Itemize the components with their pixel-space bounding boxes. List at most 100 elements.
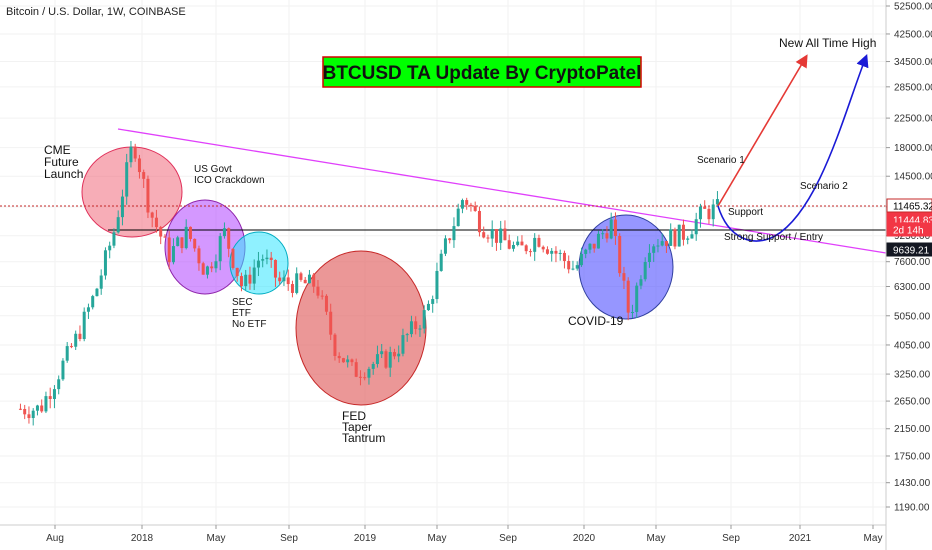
candle-body	[185, 227, 188, 248]
candle-body	[567, 261, 570, 269]
candle-body	[537, 238, 540, 247]
candle-body	[431, 299, 434, 304]
candle-body	[155, 218, 158, 227]
candle-body	[142, 172, 145, 179]
candle-body	[673, 229, 676, 246]
candle-body	[240, 276, 243, 286]
y-tick-label: 4050.00	[894, 340, 931, 351]
candle-body	[397, 354, 400, 357]
candle-body	[712, 204, 715, 219]
candle-body	[346, 359, 349, 362]
candle-body	[576, 265, 579, 268]
candle-body	[457, 209, 460, 226]
sec-label-2: ETF	[232, 308, 251, 319]
candle-body	[610, 220, 613, 239]
candle-body	[495, 229, 498, 243]
fed-label-3: Tantrum	[342, 431, 385, 445]
candle-body	[533, 238, 536, 252]
candle-body	[461, 200, 464, 209]
candle-body	[597, 234, 600, 249]
candle-body	[503, 229, 506, 241]
x-tick-label: 2020	[573, 533, 596, 544]
sec-label-1: SEC	[232, 297, 253, 308]
candle-body	[367, 369, 370, 378]
candle-body	[478, 211, 481, 232]
candle-body	[427, 304, 430, 310]
candle-body	[112, 232, 115, 245]
candle-body	[236, 268, 239, 276]
candle-body	[295, 273, 298, 293]
candle-body	[180, 237, 183, 248]
y-tick-label: 1750.00	[894, 451, 931, 462]
candle-body	[32, 411, 35, 418]
candle-body	[665, 241, 668, 246]
candle-body	[707, 209, 710, 219]
usgovt-label-1: US Govt	[194, 164, 232, 175]
candle-body	[312, 275, 315, 287]
candle-body	[125, 162, 128, 196]
candle-body	[529, 251, 532, 252]
covid-label: COVID-19	[568, 314, 624, 328]
candle-body	[682, 225, 685, 240]
price-tag-label: 2d 14h	[893, 226, 924, 237]
candle-body	[486, 237, 489, 238]
candle-body	[546, 249, 549, 253]
candle-body	[622, 273, 625, 281]
candle-body	[27, 414, 30, 418]
candle-body	[669, 229, 672, 246]
candle-body	[639, 279, 642, 285]
title-banner: BTCUSD TA Update By CryptoPatel	[323, 57, 642, 87]
candle-body	[440, 254, 443, 271]
y-tick-label: 6300.00	[894, 282, 931, 293]
x-tick-label: 2018	[131, 533, 154, 544]
y-tick-label: 42500.00	[894, 29, 932, 40]
candle-body	[159, 227, 162, 236]
x-tick-label: Sep	[499, 533, 517, 544]
candle-body	[444, 238, 447, 253]
candle-body	[593, 244, 596, 249]
y-tick-label: 18000.00	[894, 143, 932, 154]
y-tick-label: 28500.00	[894, 82, 932, 93]
candle-body	[661, 241, 664, 245]
y-tick-label: 1190.00	[894, 503, 930, 514]
candle-body	[690, 234, 693, 238]
candle-body	[57, 379, 60, 389]
candle-body	[83, 312, 86, 339]
candle-body	[202, 263, 205, 274]
candle-body	[287, 277, 290, 284]
candle-body	[435, 271, 438, 299]
candle-body	[512, 245, 515, 249]
x-tick-label: May	[647, 533, 666, 544]
candle-body	[563, 253, 566, 261]
candle-body	[163, 237, 166, 238]
candle-body	[308, 275, 311, 284]
banner-text: BTCUSD TA Update By CryptoPatel	[323, 63, 642, 84]
candle-body	[448, 238, 451, 240]
scenario2-label: Scenario 2	[800, 181, 848, 192]
y-tick-label: 14500.00	[894, 172, 932, 183]
candle-body	[244, 275, 247, 286]
candle-body	[389, 352, 392, 368]
candle-body	[151, 213, 154, 218]
candle-body	[601, 233, 604, 234]
candle-body	[452, 226, 455, 240]
candle-body	[516, 242, 519, 245]
candle-body	[270, 258, 273, 260]
candle-body	[542, 247, 545, 250]
usgovt-label-2: ICO Crackdown	[194, 175, 265, 186]
candle-body	[325, 296, 328, 312]
candle-body	[474, 206, 477, 211]
candle-body	[350, 359, 353, 362]
scenario1-label: Scenario 1	[697, 155, 745, 166]
candle-body	[304, 280, 307, 283]
candle-body	[329, 312, 332, 335]
x-tick-label: May	[428, 533, 447, 544]
usgovt-circle	[165, 200, 245, 294]
candle-body	[78, 334, 81, 339]
candle-body	[571, 269, 574, 270]
candle-body	[248, 275, 251, 284]
candle-body	[465, 200, 468, 205]
candle-body	[338, 356, 341, 358]
price-tag-label: 11465.32	[893, 202, 932, 213]
